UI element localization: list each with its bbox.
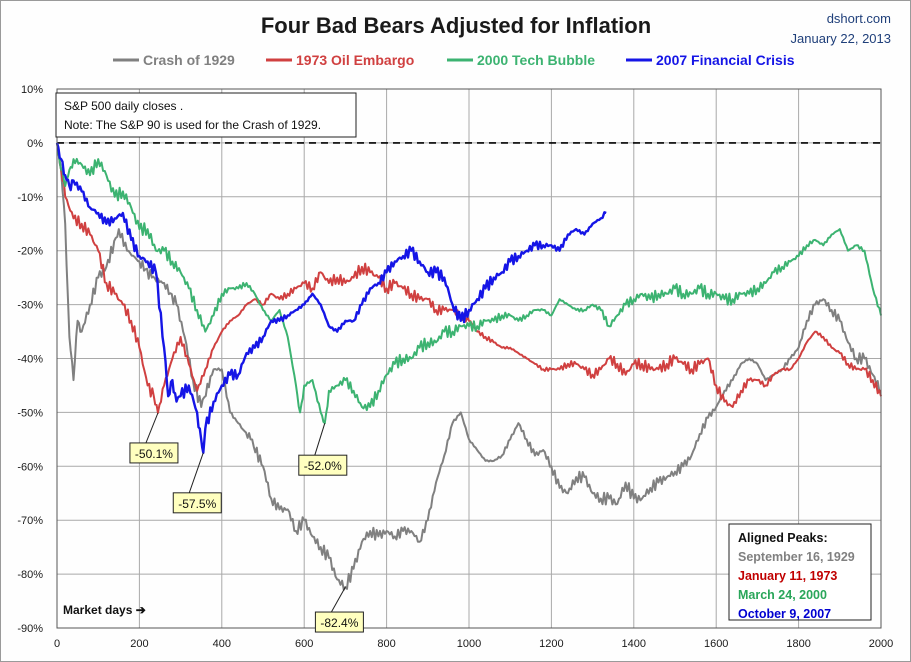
aligned-peak-date: September 16, 1929: [738, 550, 855, 564]
series-layer: [55, 142, 882, 591]
x-tick-label: 1400: [622, 638, 646, 650]
callout-pointer: [330, 586, 346, 613]
callout-box: [129, 442, 179, 464]
x-tick-label: 1000: [457, 638, 481, 650]
aligned-peaks-title: Aligned Peaks:: [738, 531, 828, 545]
callout-box: [172, 492, 222, 514]
y-tick-label: -10%: [17, 192, 43, 204]
y-tick-label: -70%: [17, 515, 43, 527]
aligned-peak-date: January 11, 1973: [738, 569, 837, 583]
callout-box: [314, 611, 364, 633]
x-tick-label: 600: [295, 638, 313, 650]
y-tick-label: -90%: [17, 623, 43, 635]
note-line-1: S&P 500 daily closes .: [64, 99, 183, 113]
aligned-peak-date: October 9, 2007: [738, 607, 831, 621]
note-box: S&P 500 daily closes . Note: The S&P 90 …: [55, 92, 357, 138]
y-tick-label: -30%: [17, 300, 43, 312]
x-tick-label: 1200: [539, 638, 563, 650]
source-label: dshort.com: [827, 11, 891, 26]
series-line-crash-of-1929: [56, 142, 882, 591]
note-line-2: Note: The S&P 90 is used for the Crash o…: [64, 118, 321, 132]
aligned-peaks-box: Aligned Peaks: September 16, 1929 January …: [728, 523, 872, 621]
y-tick-label: -20%: [17, 246, 43, 258]
y-tick-label: -80%: [17, 569, 43, 581]
legend-label: 2007 Financial Crisis: [656, 52, 795, 68]
series-line-2000-tech-bubble: [56, 142, 882, 425]
x-tick-label: 800: [377, 638, 395, 650]
y-tick-label: -40%: [17, 354, 43, 366]
date-label: January 22, 2013: [791, 31, 891, 46]
aligned-peak-date: March 24, 2000: [738, 588, 827, 602]
y-tick-label: -60%: [17, 461, 43, 473]
callout-label: -82.4%: [320, 616, 358, 630]
legend-label: 1973 Oil Embargo: [296, 52, 414, 68]
legend-label: 2000 Tech Bubble: [477, 52, 595, 68]
callout-pointer: [314, 423, 326, 456]
y-tick-label: 10%: [21, 84, 43, 96]
callout-pointer: [145, 412, 159, 444]
aligned-peaks-frame: [728, 523, 872, 621]
x-axis-label: Market days ➔: [63, 603, 146, 617]
x-tick-label: 400: [213, 638, 231, 650]
callout-pointer: [188, 452, 204, 493]
x-tick-label: 200: [130, 638, 148, 650]
chart-title: Four Bad Bears Adjusted for Inflation: [261, 13, 651, 38]
legend-label: Crash of 1929: [143, 52, 235, 68]
plot-border: [56, 88, 882, 629]
x-tick-label: 0: [54, 638, 60, 650]
callout-label: -57.5%: [178, 497, 216, 511]
y-tick-label: -50%: [17, 407, 43, 419]
callout-box: [298, 454, 348, 476]
y-tick-label: 0%: [27, 138, 43, 150]
x-tick-label: 1600: [704, 638, 728, 650]
callouts: -50.1% -57.5% -52.0% -82.4%: [129, 412, 364, 633]
x-tick-label: 1800: [786, 638, 810, 650]
series-line-2007-financial-crisis: [55, 142, 607, 454]
callout-label: -50.1%: [135, 447, 173, 461]
callout-label: -52.0%: [304, 459, 342, 473]
x-tick-label: 2000: [869, 638, 893, 650]
legend: Crash of 1929 1973 Oil Embargo 2000 Tech B…: [113, 52, 795, 68]
axis-ticks: 0 200 400 600 800 1000 1200 1400 1600 1800 2000 10%…: [17, 84, 893, 650]
